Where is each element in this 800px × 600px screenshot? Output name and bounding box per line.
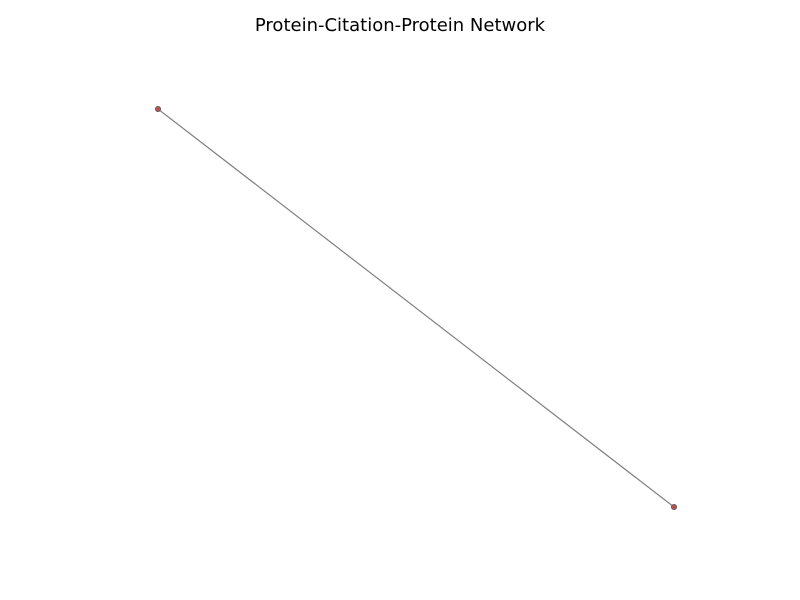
node-protein-b xyxy=(671,504,676,509)
edges-layer xyxy=(158,109,674,507)
edge-protein-a-protein-b xyxy=(158,109,674,507)
node-protein-a xyxy=(155,106,160,111)
